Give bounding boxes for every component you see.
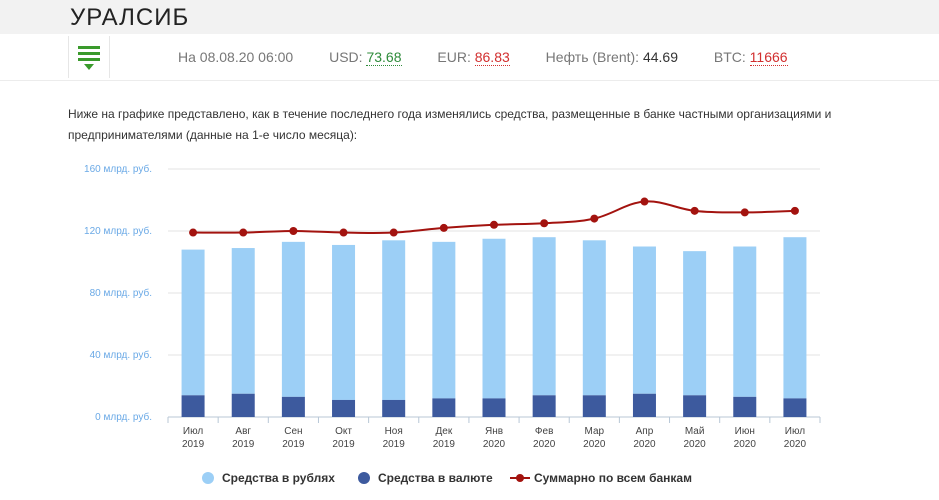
x-tick-label-month: Сен xyxy=(284,426,302,437)
bar-currency xyxy=(683,395,707,417)
x-tick-label-month: Апр xyxy=(636,426,654,437)
bar-rubles xyxy=(783,237,807,399)
usd-label: USD: xyxy=(329,49,363,65)
bar-currency xyxy=(582,395,606,417)
y-tick-label: 0 млрд. руб. xyxy=(95,411,152,423)
bar-currency xyxy=(783,398,807,417)
line-point-total xyxy=(790,206,799,215)
x-tick-label-month: Ноя xyxy=(385,426,403,437)
bar-rubles xyxy=(733,246,757,397)
bar-rubles xyxy=(382,240,406,400)
bar-currency xyxy=(332,399,356,417)
x-tick-label-year: 2020 xyxy=(483,439,506,450)
line-point-total xyxy=(189,228,198,237)
bar-rubles xyxy=(582,240,606,396)
y-tick-label: 160 млрд. руб. xyxy=(84,163,152,175)
bar-rubles xyxy=(632,246,656,394)
x-tick-label-month: Авг xyxy=(235,426,251,437)
x-tick-label-year: 2019 xyxy=(282,439,305,450)
line-point-total xyxy=(740,208,749,217)
bar-rubles xyxy=(532,237,556,396)
usd-rate: USD: 73.68 xyxy=(329,49,402,66)
line-point-total xyxy=(439,223,448,232)
rates-bar xyxy=(0,34,939,81)
line-point-total xyxy=(590,214,599,223)
x-tick-label-year: 2020 xyxy=(683,439,706,450)
x-tick-label-year: 2020 xyxy=(583,439,606,450)
hamburger-icon xyxy=(78,46,100,70)
bar-currency xyxy=(382,399,406,417)
bank-name: УРАЛСИБ xyxy=(70,4,190,31)
menu-button[interactable] xyxy=(68,36,110,78)
legend-label: Средства в валюте xyxy=(378,471,493,485)
x-tick-label-year: 2019 xyxy=(182,439,205,450)
bar-rubles xyxy=(683,251,707,396)
oil-value: 44.69 xyxy=(642,49,678,65)
x-tick-label-month: Июл xyxy=(785,426,805,437)
x-tick-label-year: 2020 xyxy=(633,439,656,450)
legend-marker xyxy=(358,472,370,484)
x-tick-label-month: Июл xyxy=(183,426,203,437)
bar-rubles xyxy=(231,248,255,394)
bar-currency xyxy=(482,398,506,417)
line-point-total xyxy=(540,219,549,228)
x-tick-label-month: Мар xyxy=(585,426,605,437)
rates-row: На 08.08.20 06:00 USD: 73.68 EUR: 86.83 … xyxy=(178,49,820,66)
line-point-total xyxy=(690,206,699,215)
x-tick-label-month: Янв xyxy=(485,426,503,437)
x-tick-label-year: 2020 xyxy=(533,439,556,450)
eur-rate: EUR: 86.83 xyxy=(437,49,510,66)
bar-rubles xyxy=(482,238,506,399)
rates-datetime: На 08.08.20 06:00 xyxy=(178,49,294,65)
bar-currency xyxy=(231,393,255,417)
eur-value[interactable]: 86.83 xyxy=(474,49,510,66)
bar-currency xyxy=(281,396,305,417)
bar-currency xyxy=(733,396,757,417)
y-tick-label: 80 млрд. руб. xyxy=(90,287,152,299)
oil-label: Нефть (Brent): xyxy=(545,49,640,65)
x-tick-label-month: Фев xyxy=(535,426,553,437)
btc-rate: BTC: 11666 xyxy=(713,49,788,66)
bar-currency xyxy=(432,398,456,417)
x-tick-label-year: 2019 xyxy=(433,439,456,450)
x-tick-label-month: Июн xyxy=(735,426,755,437)
x-tick-label-month: Окт xyxy=(335,426,352,437)
x-tick-label-year: 2019 xyxy=(232,439,255,450)
legend-marker xyxy=(202,472,214,484)
btc-value[interactable]: 11666 xyxy=(749,49,788,66)
x-tick-label-year: 2019 xyxy=(332,439,355,450)
x-tick-label-year: 2020 xyxy=(784,439,807,450)
line-point-total xyxy=(239,228,248,237)
y-tick-label: 40 млрд. руб. xyxy=(90,349,152,361)
usd-value[interactable]: 73.68 xyxy=(366,49,402,66)
title-bar xyxy=(0,0,939,34)
x-tick-label-month: Дек xyxy=(435,426,452,437)
legend-marker xyxy=(516,474,524,482)
chart-description: Ниже на графике представлено, как в тече… xyxy=(68,107,832,142)
x-tick-label-year: 2019 xyxy=(383,439,406,450)
bar-currency xyxy=(181,395,205,417)
line-point-total xyxy=(289,227,298,235)
x-tick-label-month: Май xyxy=(685,426,705,437)
x-tick-label-year: 2020 xyxy=(734,439,757,450)
btc-label: BTC: xyxy=(713,49,746,65)
bar-rubles xyxy=(332,244,356,400)
eur-label: EUR: xyxy=(437,49,471,65)
line-point-total xyxy=(339,228,348,237)
legend-label: Средства в рублях xyxy=(222,471,335,485)
bar-currency xyxy=(632,393,656,417)
bar-rubles xyxy=(432,241,456,399)
y-tick-label: 120 млрд. руб. xyxy=(84,225,152,237)
bar-rubles xyxy=(281,241,305,397)
bar-currency xyxy=(532,395,556,417)
line-point-total xyxy=(490,220,498,229)
oil-rate: Нефть (Brent): 44.69 xyxy=(546,49,678,65)
legend-label: Суммарно по всем банкам xyxy=(534,471,692,485)
line-point-total xyxy=(389,228,398,237)
line-point-total xyxy=(640,197,649,206)
bar-rubles xyxy=(181,249,205,396)
